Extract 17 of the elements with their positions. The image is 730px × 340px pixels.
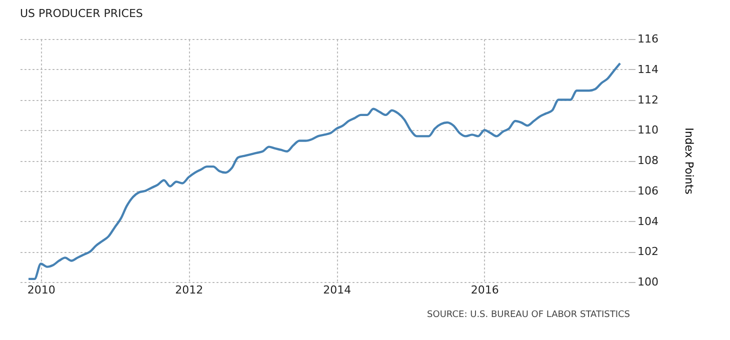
x-tick-label: 2014 [323,284,352,296]
x-tick-label: 2010 [27,284,56,296]
x-tick-label: 2012 [175,284,204,296]
y-tick-label: 114 [638,62,658,76]
x-tick-label: 2016 [470,284,499,296]
y-tick-label: 110 [638,124,658,137]
y-tick-label: 100 [638,276,658,288]
source-note: SOURCE: U.S. BUREAU OF LABOR STATISTICS [427,310,630,320]
line-series [27,62,622,280]
y-tick-label: 116 [638,32,658,46]
y-tick-label: 102 [638,245,658,258]
y-tick-label: 106 [638,184,658,198]
y-tick-label: 104 [638,214,658,228]
y-tick-label: 112 [638,93,658,106]
chart-title: US PRODUCER PRICES [20,7,143,20]
y-axis-title: Index Points [682,128,696,195]
y-tick-label: 108 [638,154,658,167]
